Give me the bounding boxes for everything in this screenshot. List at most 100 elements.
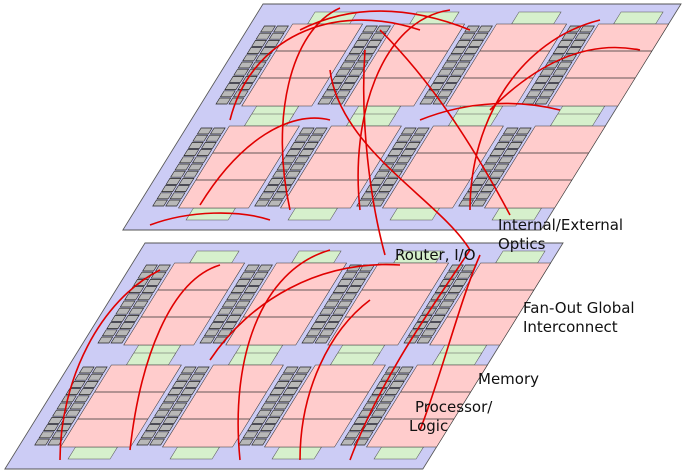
memory-die (263, 185, 279, 192)
wire (129, 264, 221, 451)
memory-die (332, 286, 349, 293)
memory-die (370, 32, 387, 40)
memory-die (395, 156, 412, 164)
memory-die (379, 395, 396, 403)
memory-die (475, 192, 492, 200)
memory-die (419, 97, 436, 105)
memory-die (156, 192, 173, 200)
memory-die (443, 293, 460, 301)
memory-die (165, 199, 182, 207)
processor (484, 125, 606, 209)
memory-die (337, 279, 353, 286)
memory-die (397, 366, 414, 374)
memory-die (413, 127, 430, 135)
memory-die (273, 25, 289, 33)
memory-die (237, 61, 254, 69)
memory-die (242, 431, 259, 439)
memory-die (106, 322, 123, 329)
memory-die (132, 300, 149, 308)
router-tab (345, 113, 397, 127)
memory-die (226, 293, 243, 301)
memory-die (416, 336, 433, 344)
processor (123, 262, 246, 346)
memory-die (484, 156, 501, 164)
memory-die (267, 199, 284, 207)
memory-die (196, 127, 213, 135)
router-tab (613, 11, 664, 25)
memory-die (255, 431, 272, 439)
memory-die (162, 417, 179, 424)
memory-die (525, 90, 542, 98)
memory-die (189, 373, 206, 381)
router-tab (169, 446, 221, 460)
wire (237, 249, 331, 461)
memory-die (530, 83, 547, 90)
memory-die (248, 279, 264, 286)
memory-die (114, 329, 131, 337)
memory-die (208, 322, 225, 329)
router-tab (431, 352, 483, 366)
wire (419, 254, 481, 431)
memory-die (307, 134, 324, 142)
memory-die (294, 134, 311, 142)
wire (199, 117, 331, 206)
memory-die (209, 127, 226, 135)
memory-die (463, 47, 480, 54)
memory-die (110, 315, 127, 322)
label-line: Fan-Out Global (523, 299, 635, 317)
plane (4, 242, 564, 470)
wire (229, 19, 421, 121)
memory-die (176, 373, 193, 381)
memory-die (269, 388, 286, 395)
router-tab (125, 352, 177, 366)
memory-die (269, 409, 285, 417)
processor (327, 262, 450, 346)
interconnect-wires (59, 7, 641, 461)
memory-die (388, 381, 405, 388)
memory-die (428, 83, 445, 90)
router-tab (287, 207, 339, 221)
processor (264, 364, 386, 448)
memory-die (348, 47, 365, 54)
memory-die (375, 381, 392, 388)
memory-die (498, 134, 515, 142)
memory-die (239, 293, 256, 301)
memory-die (445, 76, 462, 83)
memory-die (141, 286, 158, 293)
memory-die (180, 388, 197, 395)
memory-die (384, 388, 401, 395)
memory-die (251, 438, 268, 446)
memory-die (459, 32, 476, 40)
memory-die (149, 438, 166, 446)
memory-die (323, 322, 340, 329)
memory-die (310, 322, 327, 329)
memory-die (282, 366, 299, 374)
memory-die (450, 68, 467, 76)
memory-die (285, 170, 301, 178)
memory-die (136, 438, 153, 446)
router-tab (511, 11, 562, 25)
memory-die (396, 134, 413, 142)
memory-die (254, 199, 271, 207)
memory-die (305, 329, 322, 337)
memory-die (330, 76, 347, 83)
memory-die (404, 142, 421, 149)
processor (429, 262, 552, 346)
memory-die (238, 438, 255, 446)
memory-die (429, 315, 446, 322)
memory-die (43, 424, 59, 431)
memory-die (344, 54, 361, 62)
memory-die (468, 40, 484, 47)
memory-die (34, 438, 51, 446)
memory-die (235, 279, 251, 286)
memory-die (317, 97, 334, 105)
memory-die (371, 409, 387, 417)
memory-die (425, 322, 442, 329)
memory-die (343, 76, 360, 83)
memory-die (180, 366, 197, 374)
wire (489, 46, 641, 111)
memory-die (471, 178, 488, 185)
memory-die (502, 127, 519, 135)
memory-die (454, 61, 471, 69)
memory-die (251, 40, 267, 47)
